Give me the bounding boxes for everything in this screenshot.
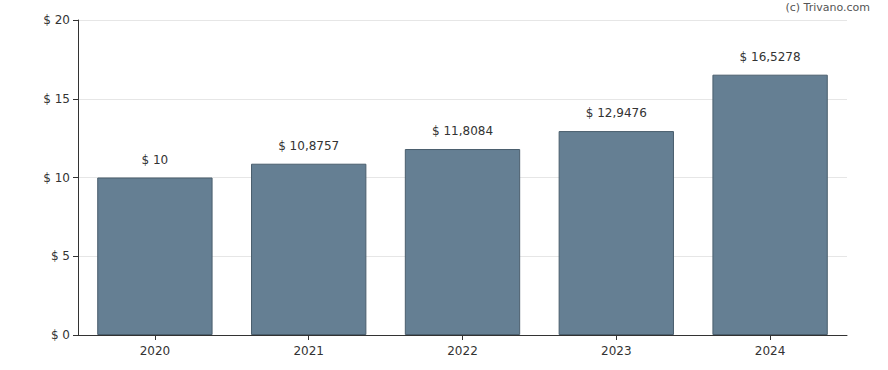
svg-text:$ 10: $ 10 [142,153,169,167]
svg-text:2021: 2021 [293,344,324,358]
svg-text:$ 12,9476: $ 12,9476 [586,106,647,120]
svg-text:2020: 2020 [140,344,171,358]
svg-text:$ 20: $ 20 [43,13,70,27]
svg-text:$ 15: $ 15 [43,92,70,106]
svg-text:(c) Trivano.com: (c) Trivano.com [785,1,870,14]
svg-text:2022: 2022 [447,344,478,358]
svg-text:$ 11,8084: $ 11,8084 [432,124,493,138]
svg-text:2024: 2024 [755,344,786,358]
svg-text:$ 16,5278: $ 16,5278 [740,50,801,64]
svg-text:2023: 2023 [601,344,632,358]
svg-text:$ 10,8757: $ 10,8757 [278,139,339,153]
svg-text:$ 5: $ 5 [51,249,70,263]
svg-text:$ 10: $ 10 [43,171,70,185]
svg-text:$ 0: $ 0 [51,328,70,342]
